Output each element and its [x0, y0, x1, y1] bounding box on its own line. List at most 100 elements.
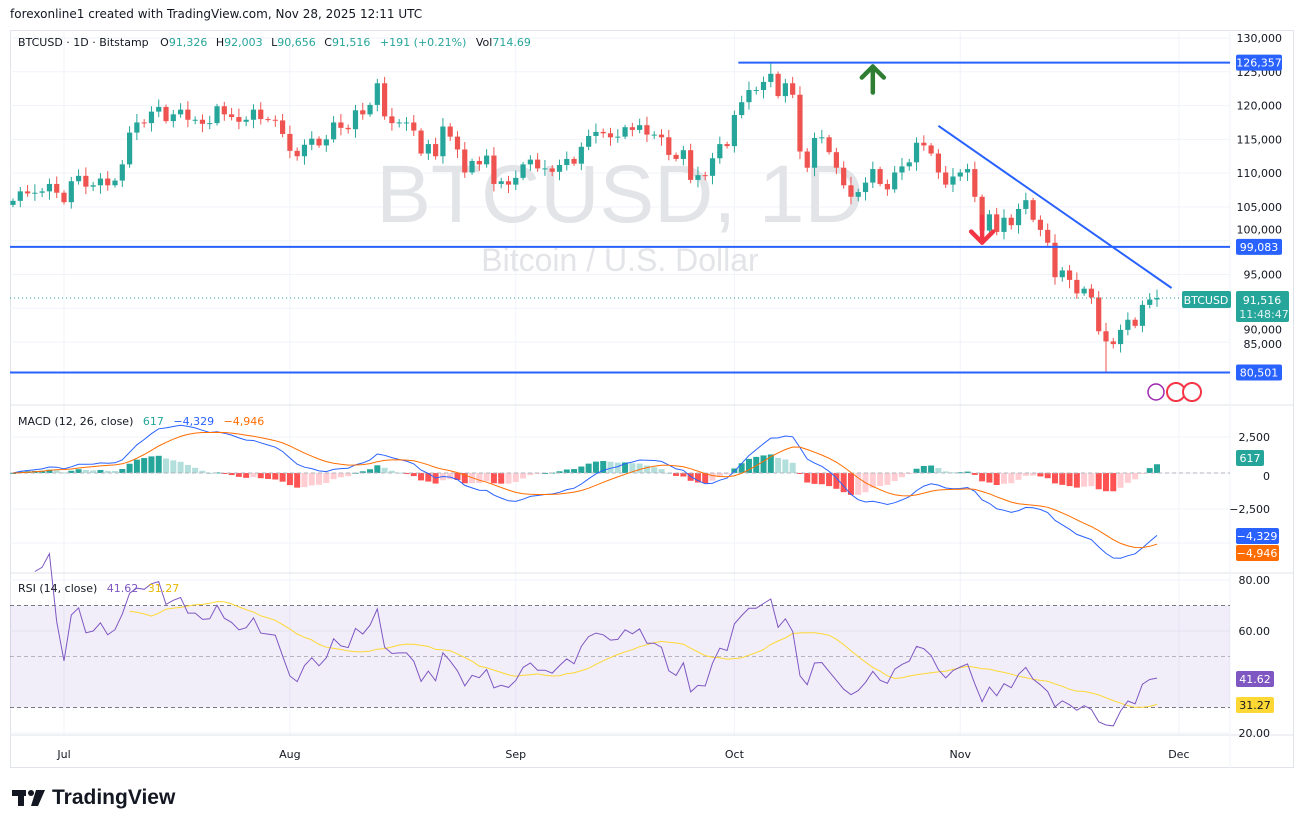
candle: [848, 176, 854, 205]
candle: [177, 103, 184, 118]
macd-line: [12, 424, 1158, 559]
level-label: 99,083: [1240, 241, 1279, 254]
event-icons[interactable]: [1147, 382, 1202, 402]
candle-body: [105, 178, 111, 186]
macd-histogram-bar: [1066, 473, 1073, 487]
macd-histogram-bar: [578, 466, 585, 473]
tradingview-logo[interactable]: TradingView: [12, 786, 175, 810]
macd-histogram-bar: [818, 473, 825, 485]
tradingview-logo-icon: [12, 790, 45, 806]
candle-body: [593, 131, 599, 136]
candle-body: [323, 139, 329, 146]
macd-histogram-bar: [184, 465, 191, 473]
candle: [870, 161, 876, 188]
candle: [309, 131, 315, 151]
candle-body: [425, 144, 431, 154]
macd-histogram-bar: [636, 463, 643, 473]
macd-histogram-bar: [1117, 473, 1124, 488]
candle: [170, 109, 176, 128]
candle-body: [331, 122, 337, 140]
candle: [913, 137, 920, 171]
candle: [192, 116, 198, 125]
candle: [24, 184, 31, 197]
candle-body: [352, 110, 359, 130]
chart-frame: [10, 30, 1294, 768]
macd-histogram-bar: [119, 468, 126, 473]
candle-body: [148, 111, 155, 124]
candle: [943, 166, 949, 188]
arrow-head: [968, 229, 996, 245]
candle-body: [1066, 270, 1073, 280]
candle-body: [1037, 219, 1044, 230]
candle-body: [258, 109, 264, 120]
svg-text:BTCUSD: BTCUSD: [1184, 294, 1229, 307]
candle: [462, 142, 468, 178]
candle-body: [877, 169, 883, 184]
candle-body: [484, 155, 490, 165]
macd-histogram-bar: [986, 473, 993, 483]
candle: [877, 166, 883, 187]
candle: [39, 188, 45, 198]
candle-body: [884, 183, 890, 190]
candle-body: [1139, 304, 1146, 326]
macd-histogram-bar: [498, 473, 505, 484]
candle: [746, 81, 752, 110]
candle: [265, 116, 271, 123]
candle: [1088, 284, 1095, 304]
candle-body: [1052, 242, 1058, 278]
candle-body: [382, 83, 388, 117]
svg-text:RSI (14, close) 41.62: RSI (14, close) 41.62 31.27: [18, 582, 179, 595]
candle: [17, 186, 23, 208]
macd-histogram-bar: [527, 473, 534, 476]
candle: [1117, 324, 1124, 353]
macd-histogram-bar: [1000, 473, 1007, 484]
candle-body: [338, 122, 344, 128]
candle: [513, 170, 519, 191]
macd-histogram-bar: [221, 473, 228, 474]
candle: [1030, 197, 1036, 223]
candle: [484, 149, 490, 168]
candle-body: [54, 183, 60, 193]
candle: [797, 86, 803, 159]
candle-body: [1103, 331, 1109, 342]
candle-body: [753, 90, 759, 92]
candles: [10, 62, 1160, 373]
macd-histogram-bar: [265, 473, 272, 479]
x-tick-label: Dec: [1168, 748, 1189, 761]
candle-body: [622, 127, 628, 137]
candle-body: [389, 116, 395, 124]
macd-histogram-bar: [585, 463, 592, 473]
candle: [556, 159, 563, 181]
rsi-value-labels: 41.62 31.27: [1236, 671, 1274, 713]
candle-body: [505, 181, 512, 185]
candle-body: [177, 109, 184, 115]
x-tick-label: Sep: [505, 748, 526, 761]
macd-histogram-bar: [308, 473, 315, 486]
macd-histogram-bar: [476, 473, 483, 484]
macd-histogram-bar: [789, 462, 796, 473]
macd-histogram-bar: [928, 465, 935, 473]
macd-histogram-bar: [505, 473, 512, 484]
candle: [957, 169, 963, 181]
macd-histogram-bar: [490, 473, 497, 484]
candle-body: [848, 185, 854, 197]
x-tick-label: Oct: [725, 748, 745, 761]
candle-body: [403, 122, 410, 124]
candle-body: [1045, 229, 1051, 243]
candle: [600, 128, 606, 138]
legend-symbol: BTCUSD · 1D · Bitstamp: [18, 36, 149, 49]
candle-body: [899, 166, 905, 173]
candle: [126, 126, 133, 168]
candle-body: [24, 191, 31, 194]
candle: [447, 123, 453, 142]
rsi-tick-label: 80.00: [1239, 574, 1271, 587]
candle-body: [826, 137, 832, 153]
candle: [527, 155, 533, 171]
candle: [549, 165, 555, 177]
rsi-tick-label: 20.00: [1239, 727, 1271, 740]
y-tick-label: 120,000: [1237, 100, 1283, 113]
candle-body: [462, 149, 468, 173]
candle: [112, 178, 118, 188]
macd-histogram-bar: [796, 473, 803, 474]
